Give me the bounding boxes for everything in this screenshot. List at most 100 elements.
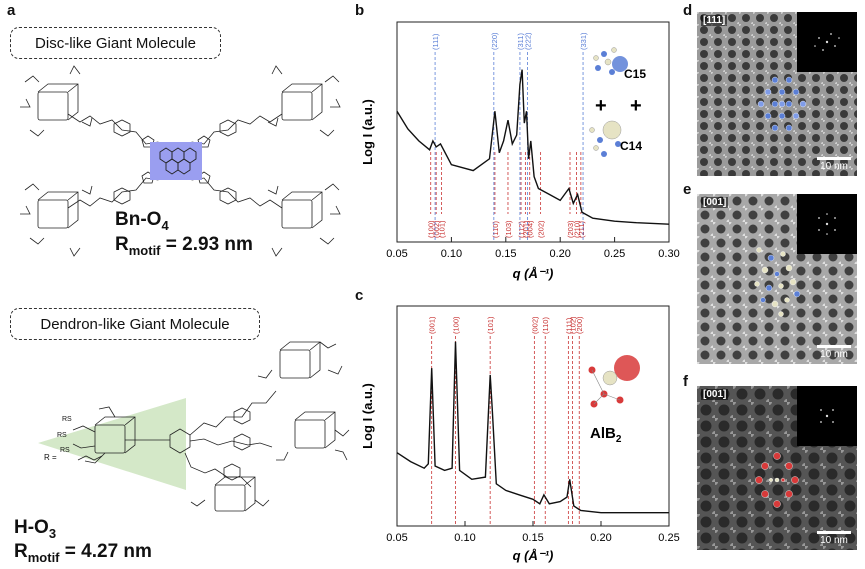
lattice-marker [792,88,800,96]
peak-index-label: (331) [579,32,588,50]
lattice-marker [785,264,793,272]
xtick-label: 0.30 [658,248,679,260]
peak-index-label: (002) [432,220,441,238]
rs-label-2: RS [57,432,67,439]
chart-b-series-line [396,69,670,225]
lattice-marker [757,100,765,108]
lattice-marker [785,76,793,84]
lattice-marker [778,112,786,120]
xtick-label: 0.25 [658,532,679,544]
fft-inset-e [797,194,857,254]
lattice-marker [778,100,786,108]
dendron-molecule-drawing [38,341,350,512]
c15-structure-icon [593,47,628,75]
panel-letter-a: a [7,2,16,19]
peak-index-label: (001) [428,316,437,334]
tem-image-e: [001] 10 nm [697,194,857,364]
lattice-marker [754,281,760,287]
chart-b-frame [396,21,670,243]
chart-b-ylabel: Log I (a.u.) [360,99,375,165]
panel-letter-e: e [683,181,692,198]
peak-index-label: (211) [577,221,586,238]
chart-c-frame [396,305,670,527]
lattice-marker [765,284,773,292]
panel-letter-b: b [355,2,365,19]
lattice-marker [767,254,775,262]
xtick-label: 0.05 [386,532,407,544]
dendron-rmotif: Rmotif = 4.27 nm [14,541,152,565]
peak-index-label: (111) [431,33,440,50]
lattice-marker [761,490,769,498]
panel-letter-d: d [683,2,693,19]
poss-cage-bottom-left [37,191,79,229]
peak-index-label: (002) [530,316,539,334]
lattice-marker [761,266,769,274]
lattice-marker [792,112,800,120]
dendron-title: Dendron-like Giant Molecule [40,315,230,333]
chart-b-xlabel: q (Å⁻¹) [513,266,554,281]
lattice-marker [755,476,763,484]
c14-label: C14 [620,139,642,153]
tem-image-f: [001] 10 nm [697,386,857,550]
peak-index-label: (101) [486,316,495,334]
lattice-marker [785,462,793,470]
peak-index-label: (112) [517,221,526,238]
lattice-marker [773,452,781,460]
lattice-marker [799,100,807,108]
lattice-marker [771,300,779,308]
lattice-marker [773,500,781,508]
panel-letter-c: c [355,287,364,304]
xtick-label: 0.10 [454,532,475,544]
peak-index-label: (102) [568,316,577,334]
r-group-label: R = [44,453,57,462]
peak-index-label: (210) [573,220,582,238]
xtick-label: 0.20 [590,532,611,544]
panel-letter-f: f [683,373,688,390]
lattice-marker [793,290,801,298]
alb2-structure-icon [588,355,640,408]
lattice-marker [771,76,779,84]
lattice-marker [785,490,793,498]
dendron-title-box: Dendron-like Giant Molecule [10,308,260,340]
peak-index-label: (100) [451,316,460,334]
lattice-marker [784,297,790,303]
xtick-label: 0.15 [495,248,516,260]
xtick-label: 0.25 [604,248,625,260]
disc-molecule-name: Bn-O4 [115,209,169,233]
lattice-marker [780,477,785,482]
peak-index-label: (311) [516,33,525,50]
peak-index-label: (220) [490,32,499,50]
rs-label-3: RS [60,447,70,454]
disc-title: Disc-like Giant Molecule [35,34,196,52]
plus-1: + [595,95,607,117]
dendron-highlight-wedge [38,398,186,490]
peak-index-label: (004) [526,220,535,238]
lattice-marker [764,112,772,120]
alb2-label: AlB2 [590,425,622,445]
lattice-marker [785,124,793,132]
lattice-marker [780,251,786,257]
lattice-marker [774,271,780,277]
lattice-marker [778,311,784,317]
tem-image-d: [111] 10 nm [697,12,857,176]
rs-label-1: RS [62,416,72,423]
core-highlight [150,142,202,180]
lattice-marker [778,283,784,289]
peak-index-label: (201) [521,220,530,238]
peak-index-label: (111) [564,317,573,334]
poss-cage-bottom-right [281,191,323,229]
xtick-label: 0.20 [549,248,570,260]
zone-axis-e: [001] [701,197,729,208]
c15-label: C15 [624,67,646,81]
saxs-chart-c: (001) (100) (101) (002) (110) (111)(102)(200)… [360,305,680,563]
xtick-label: 0.10 [441,248,462,260]
lattice-marker [789,278,797,286]
peak-index-label: (103) [504,220,513,238]
fft-inset-f [797,386,857,446]
peak-index-label: (202) [537,220,546,238]
peak-index-label: (222) [524,32,533,50]
scale-bar-d: 10 nm [817,157,851,172]
peak-index-label: (110) [541,317,550,334]
peak-index-label: (100) [427,220,436,238]
saxs-chart-b: (100)(002)(101) (110) (103) (112)(201)(004)… [360,21,680,281]
